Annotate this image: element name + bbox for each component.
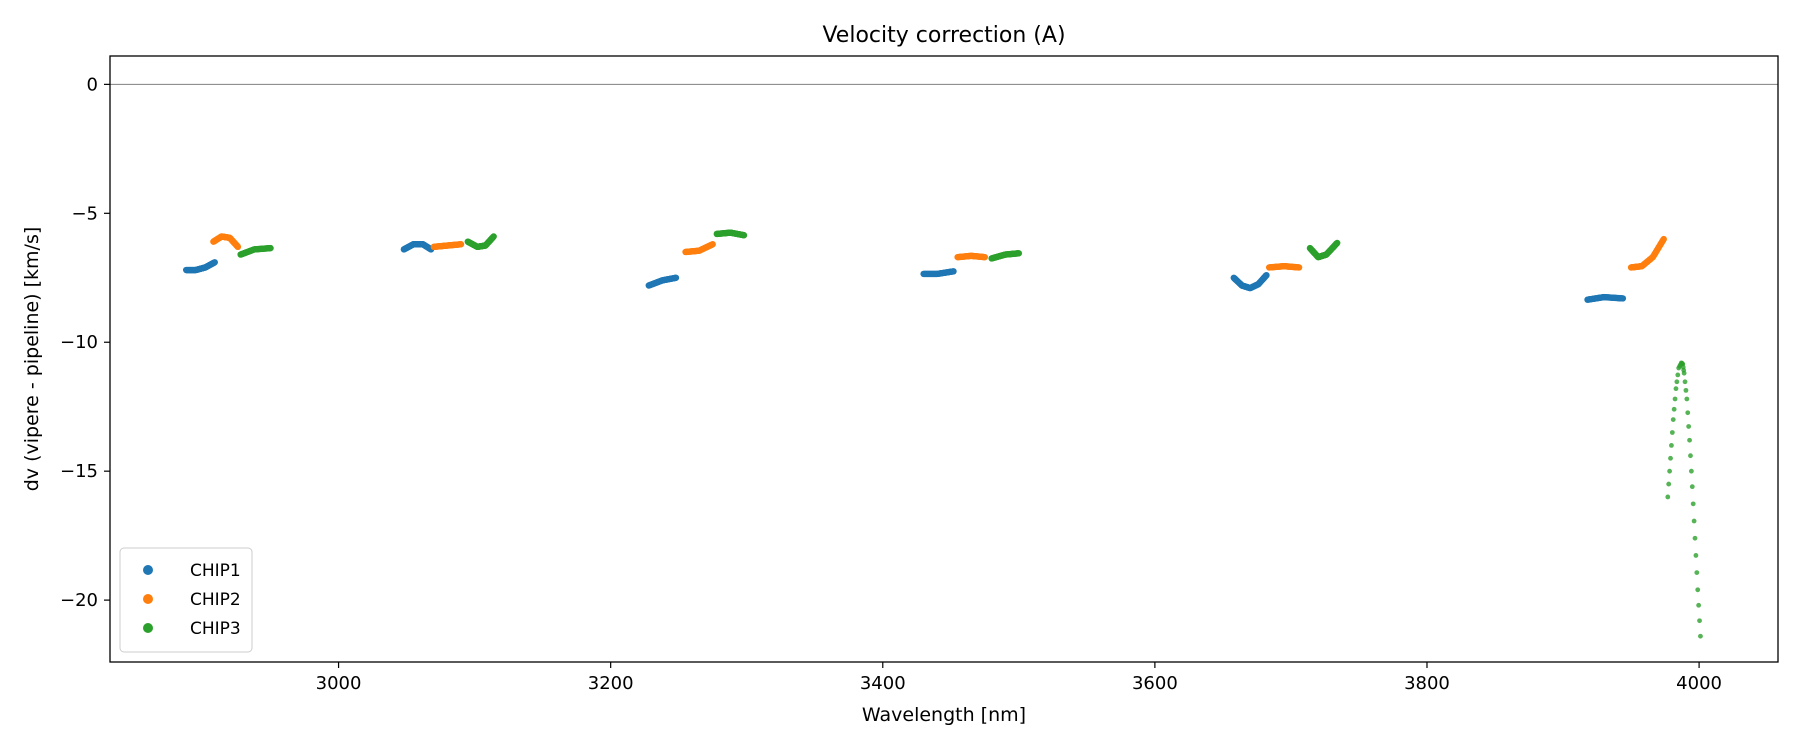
data-point-chip3 <box>1696 602 1702 608</box>
data-point-chip3 <box>1688 468 1694 474</box>
legend-label-chip1: CHIP1 <box>190 561 241 581</box>
legend-marker-chip1 <box>143 565 153 575</box>
data-point-chip1 <box>211 259 218 266</box>
data-point-chip3 <box>740 232 748 239</box>
legend-label-chip3: CHIP3 <box>190 619 241 639</box>
data-point-chip3 <box>1697 618 1702 624</box>
data-point-chip2 <box>1295 264 1303 271</box>
data-point-chip3 <box>1684 396 1690 402</box>
data-point-chip3 <box>1666 481 1672 487</box>
data-point-chip3 <box>1672 396 1678 402</box>
data-point-chip3 <box>1675 372 1681 378</box>
data-point-chip2 <box>709 241 716 248</box>
data-point-chip3 <box>1682 379 1688 385</box>
data-point-chip3 <box>1333 239 1341 247</box>
y-axis-label: dv (vipere - pipeline) [km/s] <box>21 227 43 492</box>
x-tick-label: 3600 <box>1132 673 1178 694</box>
data-point-chip3 <box>1015 250 1023 257</box>
data-point-chip1 <box>950 268 957 275</box>
data-point-chip3 <box>1670 417 1676 422</box>
data-point-chip3 <box>1693 553 1699 558</box>
x-axis-label: Wavelength [nm] <box>862 704 1026 726</box>
y-tick-label: −10 <box>60 332 98 353</box>
data-point-chip3 <box>1668 455 1673 461</box>
x-tick-label: 3200 <box>588 673 634 694</box>
data-point-chip3 <box>1698 633 1703 639</box>
data-point-chip3 <box>1683 387 1689 393</box>
data-point-chip3 <box>1695 587 1701 593</box>
data-point-chip1 <box>1619 295 1627 302</box>
data-point-chip2 <box>457 241 465 248</box>
series-chip1 <box>182 241 1627 303</box>
y-tick-label: −20 <box>60 590 98 611</box>
x-tick-label: 3000 <box>316 673 362 694</box>
data-point-chip3 <box>1689 484 1695 490</box>
data-point-chip3 <box>1686 424 1692 429</box>
x-tick-label: 4000 <box>1676 673 1722 694</box>
y-axis-ticks: 0 −5 −10 −15 −20 <box>60 74 110 611</box>
data-point-chip3 <box>1665 494 1671 500</box>
legend-frame <box>119 547 253 653</box>
data-point-chip3 <box>1685 410 1691 416</box>
data-point-chip3 <box>1667 468 1673 474</box>
legend-marker-chip3 <box>143 623 153 633</box>
x-tick-label: 3400 <box>860 673 906 694</box>
series-chip3 <box>237 229 1703 639</box>
data-point-chip3 <box>1681 370 1687 376</box>
data-point-chip1 <box>672 274 680 281</box>
series-chip2 <box>210 233 1667 271</box>
data-point-chip3 <box>490 233 497 240</box>
data-point-chip2 <box>981 253 989 261</box>
data-point-chip3 <box>1671 406 1677 412</box>
data-point-chip3 <box>1669 442 1674 448</box>
y-tick-label: −15 <box>60 461 98 482</box>
data-point-chip3 <box>1692 535 1698 541</box>
data-point-chip3 <box>1694 570 1700 576</box>
chart-title: Velocity correction (A) <box>822 23 1065 48</box>
y-tick-label: −5 <box>71 203 98 224</box>
data-point-chip3 <box>1688 453 1693 459</box>
data-point-chip2 <box>1660 235 1667 243</box>
legend-label-chip2: CHIP2 <box>190 590 241 610</box>
data-point-chip3 <box>267 244 274 252</box>
x-axis-ticks: 3000 3200 3400 3600 3800 4000 <box>316 662 1722 694</box>
data-point-chip3 <box>1674 379 1680 385</box>
plot-area-frame <box>109 55 1779 663</box>
data-point-chip2 <box>234 243 242 251</box>
data-point-chip3 <box>1669 430 1675 435</box>
x-tick-label: 3800 <box>1404 673 1450 694</box>
y-tick-label: 0 <box>87 74 98 95</box>
data-point-chip3 <box>1687 437 1692 443</box>
legend: CHIP1 CHIP2 CHIP3 <box>119 547 253 653</box>
data-point-chip3 <box>1691 518 1697 524</box>
legend-marker-chip2 <box>143 594 153 604</box>
data-point-chip3 <box>1673 386 1679 392</box>
data-point-chip1 <box>1263 271 1270 279</box>
data-point-chip3 <box>1690 501 1696 507</box>
series-layer <box>182 229 1703 639</box>
